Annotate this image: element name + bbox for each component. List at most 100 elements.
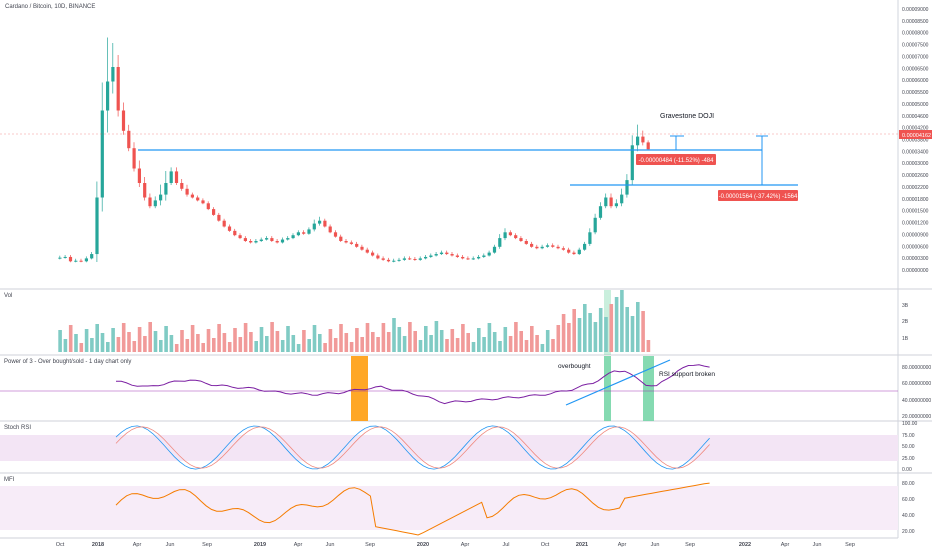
volume-bar [551, 339, 555, 352]
price-tick: 0.00007500 [902, 43, 929, 49]
candle-body [477, 256, 481, 259]
time-tick: Sep [202, 542, 212, 548]
volume-bar [498, 341, 502, 352]
time-tick: Sep [845, 542, 855, 548]
price-tick: 0.00000300 [902, 256, 929, 262]
volume-bar [238, 337, 243, 352]
candle-body [323, 220, 327, 227]
volume-bar [466, 333, 470, 352]
candle-body [169, 171, 173, 183]
rsi-support-trendline[interactable] [565, 359, 671, 406]
mfi-line [115, 482, 710, 536]
candle-body [540, 246, 544, 249]
candle-body [424, 256, 428, 259]
candle-body [429, 255, 433, 257]
volume-bar [413, 331, 417, 352]
candle-body [392, 260, 396, 262]
volume-bar [508, 336, 513, 352]
candle-body [588, 232, 592, 244]
candle-body [190, 194, 194, 198]
candle-body [636, 136, 640, 146]
candle-body [583, 243, 587, 250]
candle-body [222, 220, 226, 227]
volume-bar [280, 340, 285, 352]
volume-bar [63, 339, 68, 352]
candle-body [524, 241, 528, 244]
volume-bar [524, 340, 529, 352]
stoch-tick-75: 75.00 [902, 433, 915, 439]
price-tick: 0.00000600 [902, 244, 929, 250]
time-axis: Oct 2018 Apr Jun Sep 2019 Apr Jun Sep 2020 Apr Jul O… [56, 542, 855, 548]
volume-bar [339, 324, 343, 352]
candle-body [333, 232, 338, 237]
volume-bar [196, 334, 200, 352]
time-tick: Sep [365, 542, 375, 548]
time-tick: Jun [326, 542, 335, 548]
volume-bar [169, 335, 174, 352]
time-tick: 2021 [576, 542, 588, 548]
volume-bar [164, 326, 168, 352]
candle-body [561, 248, 565, 250]
volume-bar [487, 323, 492, 352]
candle-body [185, 188, 189, 195]
volume-bar [530, 326, 534, 352]
volume-bar [90, 338, 94, 352]
volume-bar [132, 341, 137, 352]
candle-body [84, 258, 88, 262]
volume-bar [540, 344, 545, 352]
candle-body [217, 214, 221, 221]
volume-bar [259, 327, 264, 352]
candle-body [360, 246, 364, 250]
candle-body [243, 238, 247, 241]
price-tick: 0.00001200 [902, 221, 929, 227]
volume-bar [593, 322, 598, 352]
volume-bar [111, 328, 115, 352]
volume-bar [471, 342, 476, 352]
candle-body [503, 232, 507, 239]
time-tick: Sep [685, 542, 695, 548]
volume-bar [121, 323, 126, 352]
candle-body [143, 183, 147, 198]
time-tick: Apr [133, 542, 142, 548]
mfi-band [0, 486, 898, 530]
candle-body [63, 256, 67, 258]
volume-bar [450, 329, 455, 352]
rsi-support-label: RSI support broken [659, 371, 715, 378]
volume-bar [636, 302, 640, 352]
candle-body [641, 136, 645, 143]
candle-body [137, 168, 141, 183]
volume-bar [365, 323, 370, 352]
volume-bar [434, 321, 439, 352]
candle-body [514, 235, 518, 239]
volume-bar [641, 311, 645, 352]
mfi-pane-label: MFI [4, 477, 15, 483]
volume-bar [577, 318, 582, 352]
candle-body [275, 241, 279, 243]
volume-bar [461, 324, 465, 352]
time-tick: Oct [541, 542, 550, 548]
time-tick: Apr [781, 542, 790, 548]
candle-body [233, 230, 237, 236]
candle-body [418, 258, 422, 260]
candle-body [492, 246, 497, 253]
candle-body [365, 249, 369, 253]
volume-bar [333, 338, 338, 352]
volume-bar [376, 337, 380, 352]
stoch-k [115, 425, 710, 470]
candle-body [455, 255, 459, 257]
volume-bar [492, 332, 497, 352]
volume-bar [397, 327, 402, 352]
volume-bar [535, 335, 539, 352]
volume-bar [137, 327, 142, 352]
volume-bar [408, 322, 412, 352]
volume-bar [296, 344, 301, 352]
candle-body [349, 242, 353, 244]
volume-bar [159, 340, 163, 352]
volume-bar [328, 329, 333, 352]
volume-bar [556, 325, 561, 352]
candle-body [280, 239, 285, 243]
candle-body [567, 249, 571, 253]
candle-body [265, 238, 269, 240]
